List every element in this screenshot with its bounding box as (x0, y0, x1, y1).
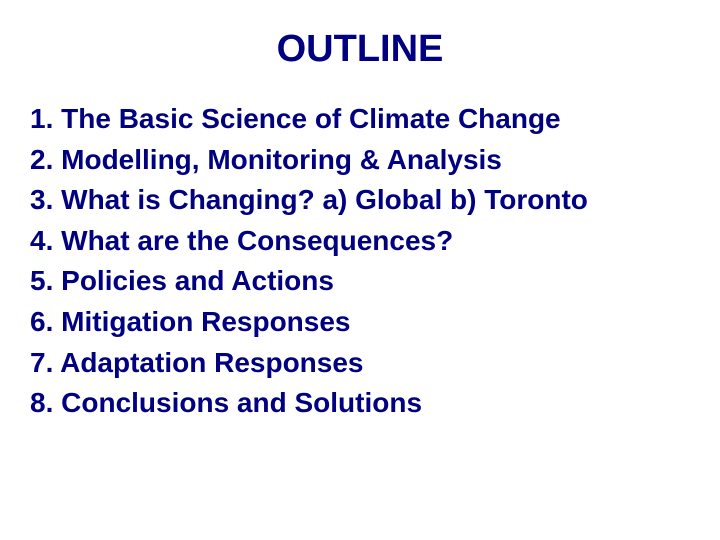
list-item: 6. Mitigation Responses (30, 302, 690, 343)
outline-list: 1. The Basic Science of Climate Change 2… (30, 99, 690, 424)
list-item: 7. Adaptation Responses (30, 343, 690, 384)
list-item: 8. Conclusions and Solutions (30, 383, 690, 424)
item-text: Conclusions and Solutions (61, 387, 422, 418)
item-number: 7. (30, 347, 53, 378)
item-text: What is Changing? a) Global b) Toronto (61, 184, 588, 215)
slide-container: OUTLINE 1. The Basic Science of Climate … (0, 0, 720, 540)
item-number: 6. (30, 306, 53, 337)
slide-title: OUTLINE (30, 28, 690, 71)
item-text: Adaptation Responses (60, 347, 363, 378)
item-number: 4. (30, 225, 53, 256)
item-number: 5. (30, 265, 53, 296)
item-text: Policies and Actions (61, 265, 334, 296)
item-text: Modelling, Monitoring & Analysis (61, 144, 502, 175)
list-item: 5. Policies and Actions (30, 261, 690, 302)
item-number: 3. (30, 184, 53, 215)
item-number: 1. (30, 103, 53, 134)
list-item: 2. Modelling, Monitoring & Analysis (30, 140, 690, 181)
item-number: 8. (30, 387, 53, 418)
list-item: 3. What is Changing? a) Global b) Toront… (30, 180, 690, 221)
item-text: The Basic Science of Climate Change (61, 103, 561, 134)
item-number: 2. (30, 144, 53, 175)
item-text: What are the Consequences? (61, 225, 453, 256)
item-text: Mitigation Responses (61, 306, 350, 337)
list-item: 4. What are the Consequences? (30, 221, 690, 262)
list-item: 1. The Basic Science of Climate Change (30, 99, 690, 140)
